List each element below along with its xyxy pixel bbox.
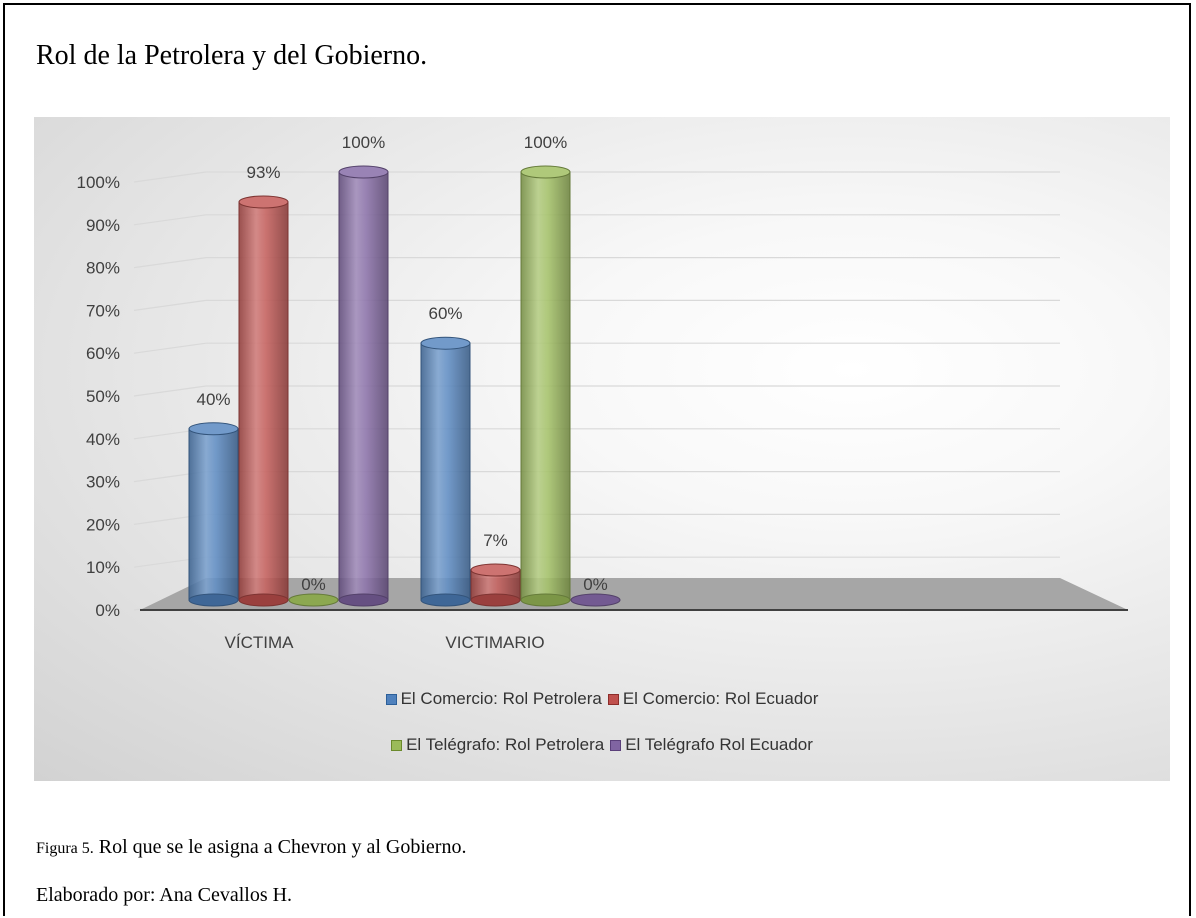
y-tick-label: 50% — [86, 387, 120, 406]
bar-top — [420, 336, 471, 350]
y-tick-label: 90% — [86, 216, 120, 235]
data-label: 93% — [246, 163, 280, 182]
y-tick-label: 70% — [86, 301, 120, 320]
data-label: 60% — [428, 304, 462, 323]
y-tick-label: 40% — [86, 430, 120, 449]
y-tick-label: 20% — [86, 515, 120, 534]
caption-text: Rol que se le asigna a Chevron y al Gobi… — [93, 836, 467, 858]
bar-top — [188, 422, 239, 436]
bar-base — [188, 593, 239, 607]
legend-label: El Telégrafo: Rol Petrolera — [406, 735, 605, 754]
bar-top — [338, 165, 389, 179]
legend-row-2: El Telégrafo: Rol Petrolera El Telégrafo… — [34, 735, 1170, 755]
gridline-side — [133, 257, 207, 269]
y-tick-label: 30% — [86, 473, 120, 492]
gridline-side — [133, 214, 207, 226]
bar-base — [470, 593, 521, 607]
bar-zero — [288, 593, 339, 607]
document-title: Rol de la Petrolera y del Gobierno. — [36, 40, 428, 71]
y-tick-label: 100% — [77, 173, 120, 192]
bar-base — [420, 593, 471, 607]
data-label: 0% — [301, 575, 326, 594]
legend-swatch — [607, 693, 619, 705]
y-tick-label: 60% — [86, 344, 120, 363]
data-label: 100% — [524, 133, 567, 152]
bar-top — [470, 563, 521, 577]
y-tick-label: 0% — [95, 601, 120, 620]
gridline-side — [133, 299, 207, 311]
legend-swatch — [610, 739, 622, 751]
bar-base — [520, 593, 571, 607]
legend-item-el-comercio-petrolera: El Comercio: Rol Petrolera — [385, 689, 602, 709]
legend-item-el-telegrafo-ecuador: El Telégrafo Rol Ecuador — [610, 735, 813, 755]
legend-item-el-comercio-ecuador: El Comercio: Rol Ecuador — [607, 689, 819, 709]
bar-top — [520, 165, 571, 179]
x-category-label: VÍCTIMA — [225, 633, 295, 652]
bar — [520, 171, 571, 601]
data-label: 0% — [583, 575, 608, 594]
chart-area: 0% 10% 20% 30% 40% 50% 60% 70% 80% 90% 100% 40% 93% 0… — [34, 117, 1170, 781]
data-label: 100% — [342, 133, 385, 152]
data-label: 7% — [483, 531, 508, 550]
legend-swatch — [385, 693, 397, 705]
data-label: 40% — [196, 390, 230, 409]
bar-zero — [570, 593, 621, 607]
legend-row-1: El Comercio: Rol Petrolera El Comercio: … — [34, 689, 1170, 709]
caption-prefix: Figura 5. — [36, 840, 94, 857]
bar-top — [238, 195, 289, 209]
legend-label: El Telégrafo Rol Ecuador — [625, 735, 813, 754]
bar-chart: 0% 10% 20% 30% 40% 50% 60% 70% 80% 90% 100% 40% 93% 0… — [77, 133, 1128, 652]
figure-credit: Elaborado por: Ana Cevallos H. — [36, 884, 293, 906]
gridline-side — [133, 171, 207, 183]
gridline-side — [133, 342, 207, 354]
x-category-label: VICTIMARIO — [445, 633, 544, 652]
y-tick-label: 80% — [86, 259, 120, 278]
bar — [420, 342, 471, 601]
bar — [238, 201, 289, 601]
figure-frame — [3, 3, 1191, 916]
gridline-side — [133, 385, 207, 397]
figure-caption: Figura 5. Rol que se le asigna a Chevron… — [36, 836, 466, 859]
legend-label: El Comercio: Rol Petrolera — [400, 689, 602, 708]
legend-item-el-telegrafo-petrolera: El Telégrafo: Rol Petrolera — [391, 735, 604, 755]
bar — [188, 428, 239, 601]
legend-label: El Comercio: Rol Ecuador — [622, 689, 819, 708]
y-tick-label: 10% — [86, 558, 120, 577]
bar — [338, 171, 389, 601]
legend-swatch — [391, 739, 403, 751]
bar-base — [238, 593, 289, 607]
bar-base — [338, 593, 389, 607]
